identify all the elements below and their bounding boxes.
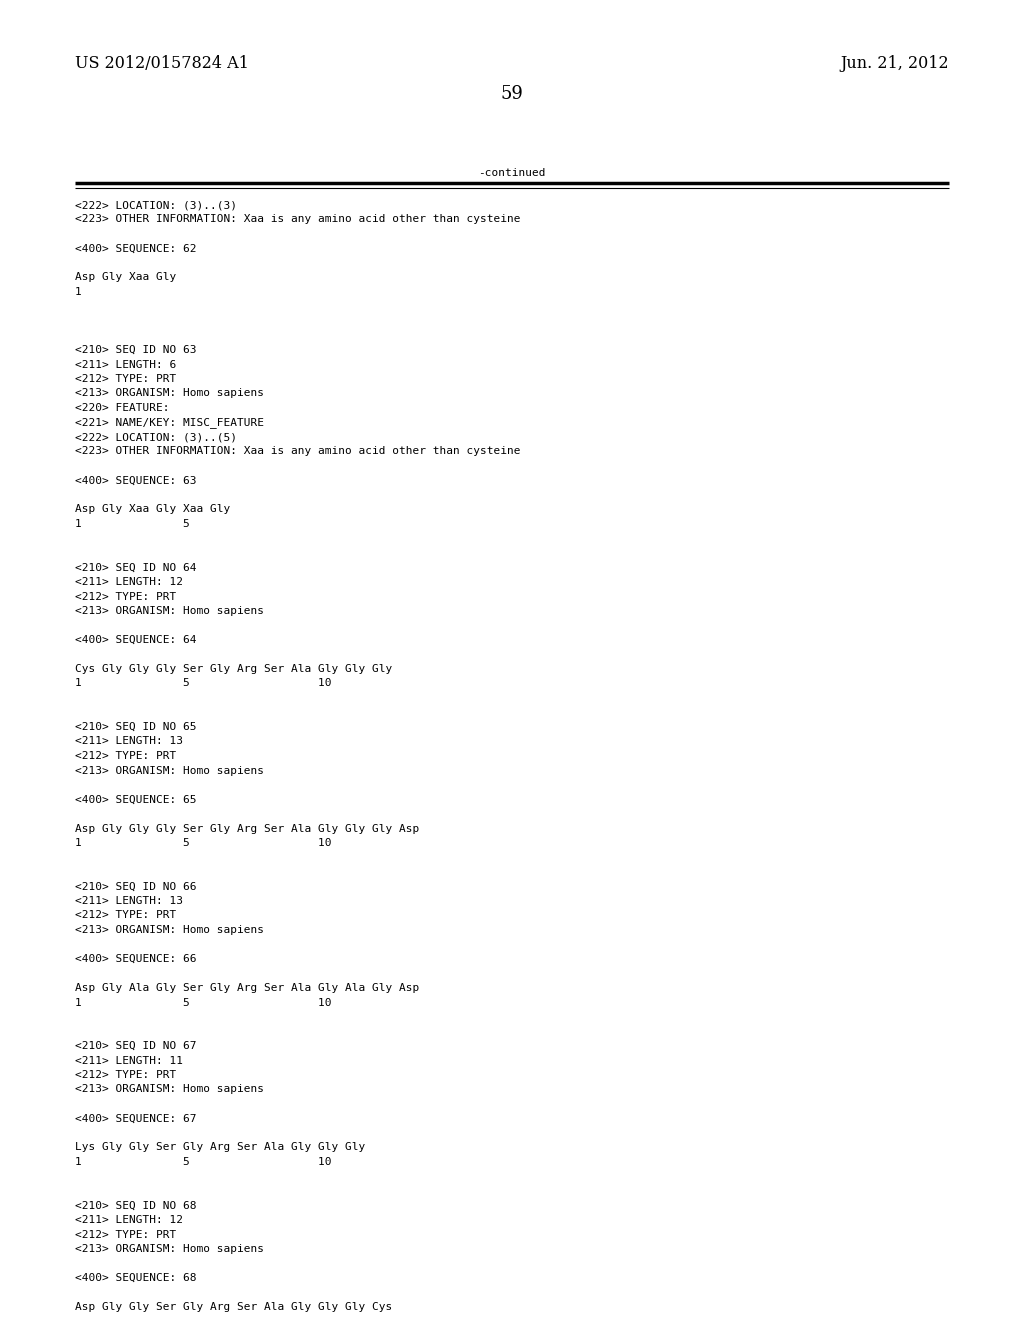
Text: <400> SEQUENCE: 62: <400> SEQUENCE: 62 (75, 243, 197, 253)
Text: <223> OTHER INFORMATION: Xaa is any amino acid other than cysteine: <223> OTHER INFORMATION: Xaa is any amin… (75, 214, 520, 224)
Text: <211> LENGTH: 12: <211> LENGTH: 12 (75, 577, 183, 587)
Text: <210> SEQ ID NO 64: <210> SEQ ID NO 64 (75, 562, 197, 573)
Text: Asp Gly Xaa Gly Xaa Gly: Asp Gly Xaa Gly Xaa Gly (75, 504, 230, 515)
Text: <400> SEQUENCE: 63: <400> SEQUENCE: 63 (75, 475, 197, 486)
Text: <210> SEQ ID NO 68: <210> SEQ ID NO 68 (75, 1200, 197, 1210)
Text: <220> FEATURE:: <220> FEATURE: (75, 403, 170, 413)
Text: Jun. 21, 2012: Jun. 21, 2012 (841, 55, 949, 73)
Text: 1: 1 (75, 286, 82, 297)
Text: <212> TYPE: PRT: <212> TYPE: PRT (75, 911, 176, 920)
Text: -continued: -continued (478, 168, 546, 178)
Text: Lys Gly Gly Ser Gly Arg Ser Ala Gly Gly Gly: Lys Gly Gly Ser Gly Arg Ser Ala Gly Gly … (75, 1143, 366, 1152)
Text: 1               5                   10: 1 5 10 (75, 1158, 332, 1167)
Text: 1               5                   10: 1 5 10 (75, 678, 332, 689)
Text: <400> SEQUENCE: 66: <400> SEQUENCE: 66 (75, 954, 197, 964)
Text: Asp Gly Gly Ser Gly Arg Ser Ala Gly Gly Gly Cys: Asp Gly Gly Ser Gly Arg Ser Ala Gly Gly … (75, 1302, 392, 1312)
Text: Asp Gly Xaa Gly: Asp Gly Xaa Gly (75, 272, 176, 282)
Text: <212> TYPE: PRT: <212> TYPE: PRT (75, 1071, 176, 1080)
Text: <400> SEQUENCE: 65: <400> SEQUENCE: 65 (75, 795, 197, 804)
Text: <211> LENGTH: 13: <211> LENGTH: 13 (75, 737, 183, 747)
Text: <213> ORGANISM: Homo sapiens: <213> ORGANISM: Homo sapiens (75, 1243, 264, 1254)
Text: 1               5                   10: 1 5 10 (75, 838, 332, 847)
Text: <400> SEQUENCE: 68: <400> SEQUENCE: 68 (75, 1272, 197, 1283)
Text: <400> SEQUENCE: 67: <400> SEQUENCE: 67 (75, 1114, 197, 1123)
Text: 1               5                   10: 1 5 10 (75, 998, 332, 1007)
Text: <210> SEQ ID NO 67: <210> SEQ ID NO 67 (75, 1041, 197, 1051)
Text: <223> OTHER INFORMATION: Xaa is any amino acid other than cysteine: <223> OTHER INFORMATION: Xaa is any amin… (75, 446, 520, 457)
Text: <213> ORGANISM: Homo sapiens: <213> ORGANISM: Homo sapiens (75, 766, 264, 776)
Text: Asp Gly Gly Gly Ser Gly Arg Ser Ala Gly Gly Gly Asp: Asp Gly Gly Gly Ser Gly Arg Ser Ala Gly … (75, 824, 419, 833)
Text: <212> TYPE: PRT: <212> TYPE: PRT (75, 751, 176, 762)
Text: 59: 59 (501, 84, 523, 103)
Text: <212> TYPE: PRT: <212> TYPE: PRT (75, 1229, 176, 1239)
Text: Cys Gly Gly Gly Ser Gly Arg Ser Ala Gly Gly Gly: Cys Gly Gly Gly Ser Gly Arg Ser Ala Gly … (75, 664, 392, 675)
Text: US 2012/0157824 A1: US 2012/0157824 A1 (75, 55, 249, 73)
Text: <211> LENGTH: 12: <211> LENGTH: 12 (75, 1214, 183, 1225)
Text: <210> SEQ ID NO 63: <210> SEQ ID NO 63 (75, 345, 197, 355)
Text: <212> TYPE: PRT: <212> TYPE: PRT (75, 591, 176, 602)
Text: 1               5: 1 5 (75, 519, 189, 529)
Text: <400> SEQUENCE: 64: <400> SEQUENCE: 64 (75, 635, 197, 645)
Text: <211> LENGTH: 11: <211> LENGTH: 11 (75, 1056, 183, 1065)
Text: <213> ORGANISM: Homo sapiens: <213> ORGANISM: Homo sapiens (75, 925, 264, 935)
Text: <211> LENGTH: 13: <211> LENGTH: 13 (75, 896, 183, 906)
Text: <213> ORGANISM: Homo sapiens: <213> ORGANISM: Homo sapiens (75, 606, 264, 616)
Text: <222> LOCATION: (3)..(5): <222> LOCATION: (3)..(5) (75, 432, 237, 442)
Text: Asp Gly Ala Gly Ser Gly Arg Ser Ala Gly Ala Gly Asp: Asp Gly Ala Gly Ser Gly Arg Ser Ala Gly … (75, 983, 419, 993)
Text: <211> LENGTH: 6: <211> LENGTH: 6 (75, 359, 176, 370)
Text: <221> NAME/KEY: MISC_FEATURE: <221> NAME/KEY: MISC_FEATURE (75, 417, 264, 429)
Text: <210> SEQ ID NO 65: <210> SEQ ID NO 65 (75, 722, 197, 733)
Text: <212> TYPE: PRT: <212> TYPE: PRT (75, 374, 176, 384)
Text: <222> LOCATION: (3)..(3): <222> LOCATION: (3)..(3) (75, 201, 237, 210)
Text: <213> ORGANISM: Homo sapiens: <213> ORGANISM: Homo sapiens (75, 1085, 264, 1094)
Text: <210> SEQ ID NO 66: <210> SEQ ID NO 66 (75, 882, 197, 891)
Text: <213> ORGANISM: Homo sapiens: <213> ORGANISM: Homo sapiens (75, 388, 264, 399)
